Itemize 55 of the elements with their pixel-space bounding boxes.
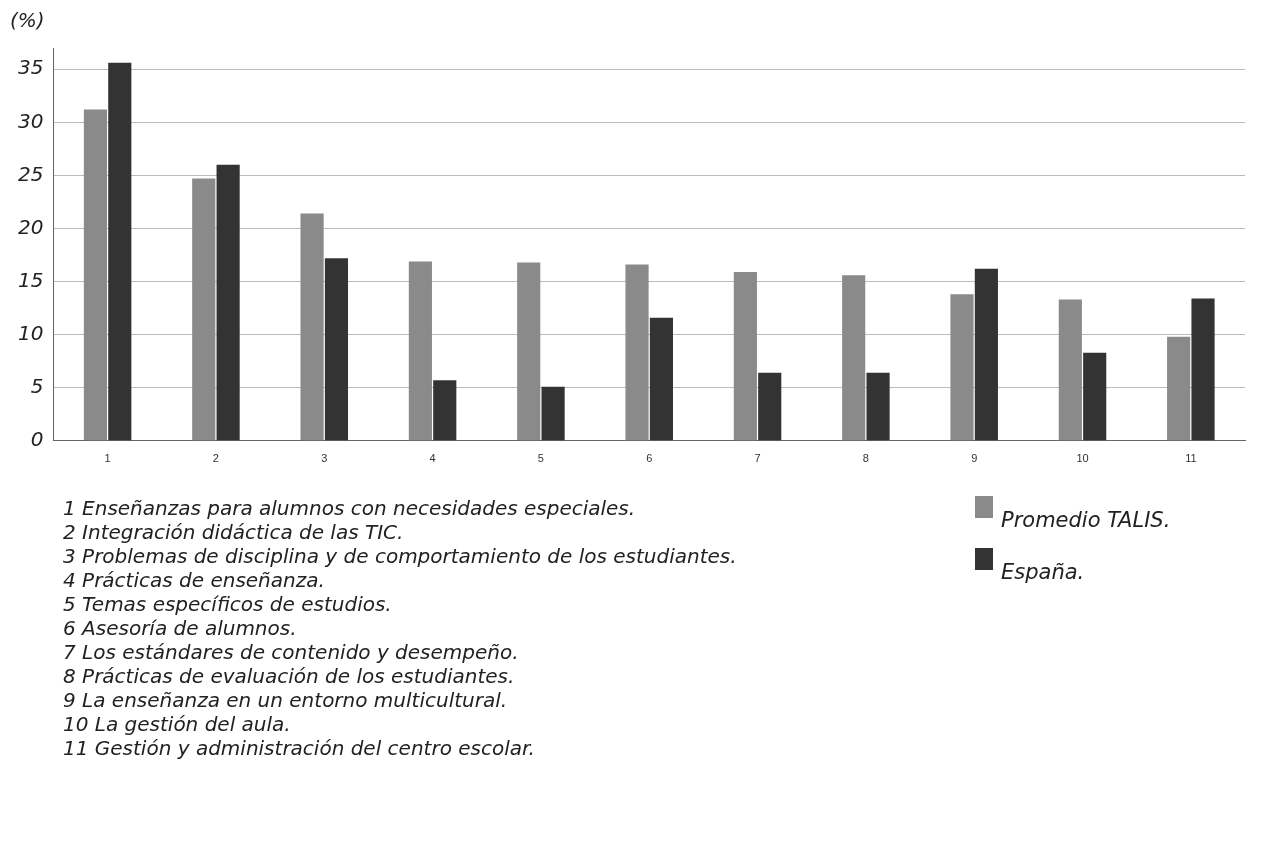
bar xyxy=(517,262,541,441)
bar xyxy=(108,62,132,441)
legend-label: Promedio TALIS. xyxy=(1001,508,1171,532)
bar xyxy=(625,264,649,441)
x-tick-label: 5 xyxy=(537,452,544,465)
y-axis-title: (%) xyxy=(10,8,45,33)
bar xyxy=(1058,299,1082,441)
bar xyxy=(866,372,890,441)
bar xyxy=(216,164,240,441)
y-tick-label: 25 xyxy=(18,161,44,186)
bar xyxy=(733,272,757,441)
bar xyxy=(1191,298,1215,441)
y-tick-label: 5 xyxy=(30,373,44,398)
x-tick-label: 10 xyxy=(1076,452,1089,465)
bar xyxy=(758,372,782,441)
x-tick-label: 8 xyxy=(862,452,869,465)
x-tick-label: 2 xyxy=(212,452,219,465)
y-tick-label: 30 xyxy=(18,108,44,133)
text: 3 Problemas de disciplina y de comportamiento de los estudiantes. xyxy=(63,544,738,568)
text: 11 Gestión y administración del centro escolar. xyxy=(63,736,536,760)
text: 4 Prácticas de enseñanza. xyxy=(63,568,326,592)
bar xyxy=(974,268,998,441)
bar xyxy=(83,109,107,441)
x-tick-label: 4 xyxy=(429,452,436,465)
x-tick-label: 3 xyxy=(321,452,328,465)
x-tick-label: 11 xyxy=(1185,452,1197,465)
bar xyxy=(541,386,565,441)
bar xyxy=(1167,336,1191,441)
text: 9 La enseñanza en un entorno multicultural. xyxy=(63,688,509,712)
x-tick-label: 1 xyxy=(104,452,111,465)
y-tick-label: 10 xyxy=(18,320,44,345)
bar xyxy=(433,380,457,441)
bar xyxy=(192,178,216,441)
x-tick-label: 9 xyxy=(971,452,978,465)
text: 10 La gestión del aula. xyxy=(63,712,292,736)
bar xyxy=(1083,352,1107,441)
text: 7 Los estándares de contenido y desempeño. xyxy=(63,640,520,664)
y-tick-label: 15 xyxy=(18,267,44,292)
bar xyxy=(408,261,432,441)
x-tick-label: 7 xyxy=(754,452,761,465)
text: 1 Enseñanzas para alumnos con necesidades especiales. xyxy=(63,496,637,520)
y-tick-label: 35 xyxy=(18,55,44,80)
legend-label: España. xyxy=(1001,560,1085,584)
bar xyxy=(300,213,324,441)
text: 2 Integración didáctica de las TIC. xyxy=(63,520,405,544)
bar xyxy=(649,317,673,441)
x-tick-label: 6 xyxy=(646,452,653,465)
text: 8 Prácticas de evaluación de los estudiantes. xyxy=(63,664,516,688)
text: 5 Temas específicos de estudios. xyxy=(63,592,393,616)
bar xyxy=(842,275,866,441)
text: 6 Asesoría de alumnos. xyxy=(63,616,298,640)
y-tick-label: 0 xyxy=(30,427,44,451)
bar xyxy=(324,258,349,441)
y-tick-label: 20 xyxy=(18,214,44,239)
bar xyxy=(950,294,974,441)
